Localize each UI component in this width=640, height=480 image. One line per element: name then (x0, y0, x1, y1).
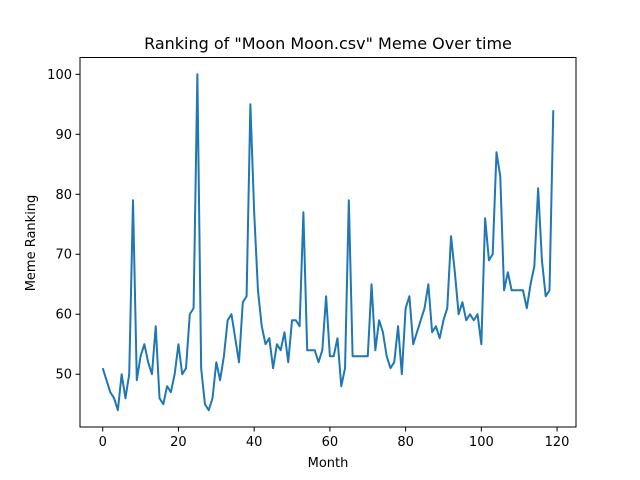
x-tick-label: 80 (397, 435, 414, 450)
x-tick-label: 60 (322, 435, 339, 450)
plot-frame (79, 57, 577, 428)
series-line-1 (101, 73, 555, 412)
x-tick-label: 0 (99, 435, 107, 450)
plot-area (101, 73, 555, 412)
y-axis-label: Meme Ranking (24, 195, 39, 292)
y-axis: 50 60 70 80 90 100 (47, 68, 80, 383)
x-axis-label: Month (308, 456, 349, 471)
x-tick-label: 120 (545, 435, 570, 450)
x-tick-label: 40 (246, 435, 263, 450)
y-tick-label: 70 (55, 248, 72, 263)
y-tick-label: 60 (55, 308, 72, 323)
y-tick-label: 90 (55, 128, 72, 143)
y-tick-label: 50 (55, 368, 72, 383)
y-tick-label: 80 (55, 188, 72, 203)
y-tick-label: 100 (47, 68, 72, 83)
chart-title: Ranking of "Moon Moon.csv" Meme Over tim… (144, 34, 512, 53)
x-tick-label: 20 (170, 435, 187, 450)
x-tick-label: 100 (469, 435, 494, 450)
x-axis: 0 20 40 60 80 100 120 (99, 427, 570, 450)
